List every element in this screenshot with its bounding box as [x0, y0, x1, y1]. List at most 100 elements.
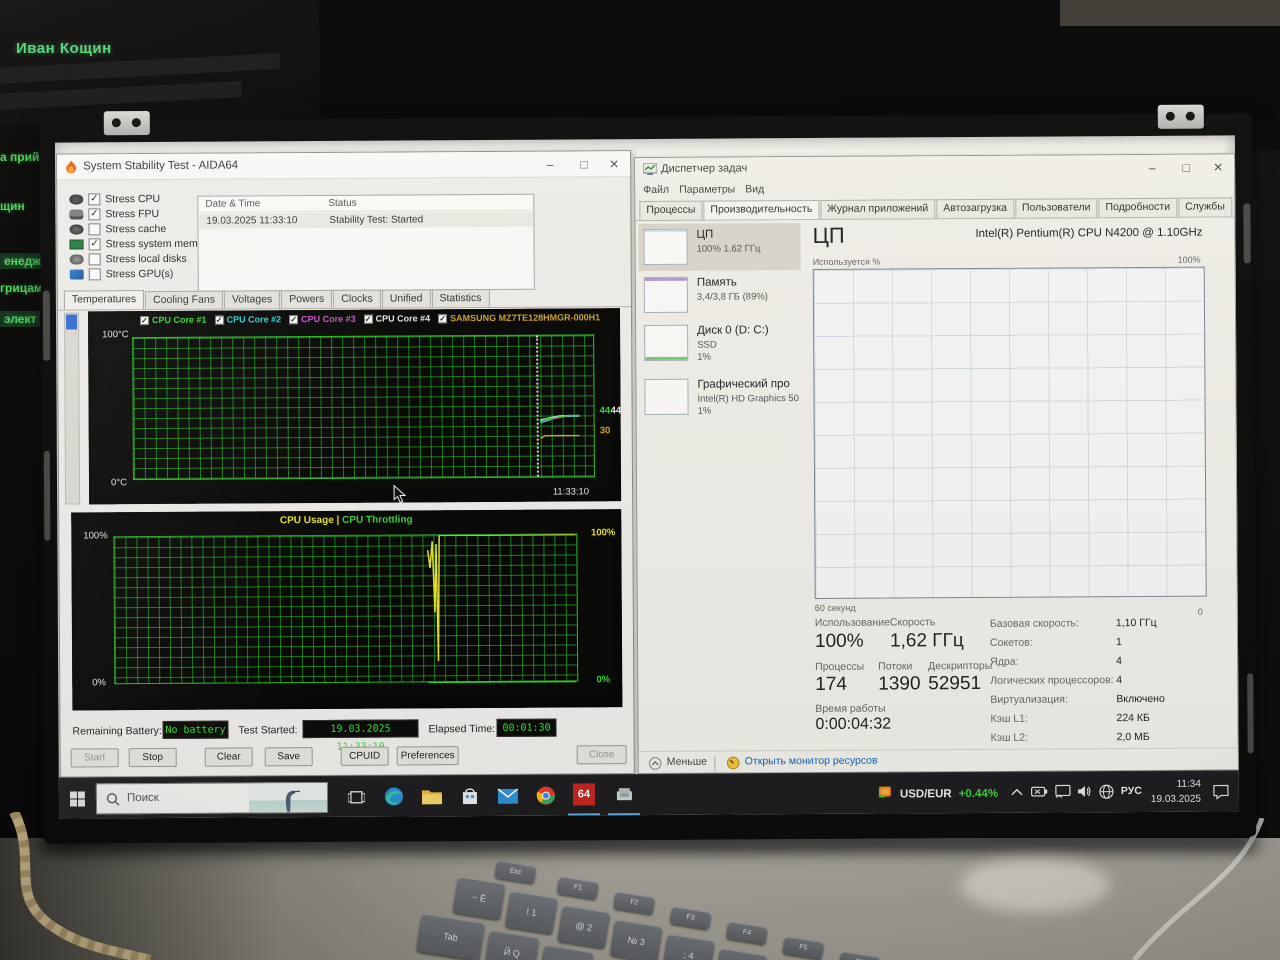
chrome-icon[interactable] — [533, 783, 559, 809]
checkbox[interactable] — [88, 222, 101, 235]
sidebar-item-cpu[interactable]: ЦП 100% 1,62 ГГц — [638, 223, 801, 272]
tab-clocks[interactable]: Clocks — [333, 289, 381, 308]
task-manager-taskbar-icon[interactable] — [611, 782, 637, 808]
checkbox[interactable] — [88, 252, 101, 265]
cast-icon[interactable] — [1055, 784, 1071, 798]
cpuid-button[interactable]: CPUID — [340, 746, 389, 766]
mail-icon[interactable] — [495, 783, 521, 809]
taskbar-clock[interactable]: 11:34 19.03.2025 — [1141, 777, 1201, 807]
sidebar-item-gpu[interactable]: Графический про Intel(R) HD Graphics 50 … — [639, 373, 801, 427]
close-button[interactable]: ✕ — [1213, 160, 1224, 175]
checkbox[interactable] — [88, 267, 101, 280]
aida64-titlebar[interactable]: System Stability Test - AIDA64 – □ ✕ — [57, 151, 631, 181]
sidebar-item-memory[interactable]: Память 3,4/3,8 ГБ (89%) — [639, 271, 801, 319]
keyboard-key: Й Q — [484, 930, 540, 960]
edge-browser-icon[interactable] — [381, 783, 407, 809]
scrollbar-thumb[interactable] — [65, 314, 78, 330]
close-button[interactable]: ✕ — [609, 157, 620, 172]
maximize-button[interactable]: □ — [580, 157, 588, 172]
sidebar-subtitle: 100% 1,62 ГГц — [696, 243, 761, 255]
stat-label: Дескрипторы — [928, 659, 993, 673]
microsoft-store-icon[interactable] — [457, 783, 483, 809]
stress-cpu-option[interactable]: ✓ Stress CPU — [69, 191, 160, 207]
log-header[interactable]: Date & Time Status — [198, 194, 534, 213]
minimize-button[interactable]: – — [1148, 160, 1156, 175]
preferences-button[interactable]: Preferences — [396, 746, 459, 766]
tab-startup[interactable]: Автозагрузка — [936, 198, 1015, 219]
tray-chevron-icon[interactable] — [1011, 788, 1023, 797]
sidebar-title: Память — [696, 276, 737, 289]
usage-plot — [113, 533, 579, 685]
currency-ticker[interactable]: USD/EUR +0.44% — [877, 773, 998, 815]
stress-gpu-option[interactable]: Stress GPU(s) — [69, 266, 174, 282]
temperature-scrollbar[interactable] — [63, 312, 81, 505]
stop-button[interactable]: Stop — [128, 747, 177, 768]
log-row[interactable]: 19.03.2025 11:33:10 Stability Test: Star… — [199, 211, 533, 229]
log-col-datetime[interactable]: Date & Time — [205, 198, 261, 210]
elapsed-value: 00:01:30 — [496, 718, 557, 737]
test-log-list[interactable]: Date & Time Status 19.03.2025 11:33:10 S… — [197, 193, 535, 292]
start-button[interactable]: Start — [70, 748, 119, 768]
tab-services[interactable]: Службы — [1178, 197, 1232, 217]
tab-voltages[interactable]: Voltages — [223, 290, 281, 309]
search-box[interactable]: Поиск — [95, 781, 329, 815]
tab-details[interactable]: Подробности — [1098, 197, 1178, 218]
legend-item[interactable]: ✓ CPU Core #4 — [363, 313, 431, 324]
speaker-icon[interactable] — [1077, 784, 1092, 798]
action-center-icon[interactable] — [1213, 784, 1229, 800]
task-view-button[interactable] — [343, 784, 369, 810]
close-button[interactable]: Close — [576, 745, 627, 765]
usage-graph-title: CPU Usage | CPU Throttling — [279, 514, 413, 527]
file-explorer-icon[interactable] — [419, 783, 445, 809]
less-details-button[interactable]: Меньше — [666, 755, 708, 768]
chevron-up-icon[interactable] — [648, 757, 662, 770]
usage-left-max: 100% — [83, 530, 108, 542]
stress-cache-option[interactable]: Stress cache — [69, 221, 166, 237]
clear-button[interactable]: Clear — [204, 747, 253, 767]
stat-row: Сокетов: 1 — [989, 636, 1122, 649]
tab-unified[interactable]: Unified — [381, 289, 431, 308]
cpu-icon — [69, 193, 84, 205]
stress-memory-option[interactable]: ✓ Stress system memory — [69, 236, 213, 252]
stat-value: 0:00:04:32 — [815, 715, 892, 733]
tab-processes[interactable]: Процессы — [639, 200, 703, 221]
maximize-button[interactable]: □ — [1182, 160, 1190, 175]
tab-statistics[interactable]: Statistics — [431, 288, 490, 308]
legend-item[interactable]: ✓ CPU Core #1 — [139, 314, 207, 326]
keyboard-key: F6 — [838, 951, 881, 960]
tab-users[interactable]: Пользователи — [1014, 198, 1098, 218]
stress-disks-option[interactable]: Stress local disks — [69, 251, 187, 267]
graph-axis-label: 60 секунд — [814, 602, 856, 613]
start-button[interactable] — [59, 778, 95, 818]
save-button[interactable]: Save — [264, 747, 313, 767]
laptop-panel-bezel: System Stability Test - AIDA64 – □ ✕ ✓ S… — [39, 104, 1257, 844]
resource-monitor-icon[interactable] — [726, 756, 740, 770]
legend-item[interactable]: ✓ CPU Core #2 — [214, 314, 282, 325]
log-col-status[interactable]: Status — [328, 197, 357, 209]
stress-fpu-option[interactable]: ✓ Stress FPU — [69, 206, 159, 222]
active-app-underline — [568, 813, 601, 817]
windows-taskbar: Поиск — [58, 770, 1240, 819]
menu-view[interactable]: Вид — [745, 183, 765, 196]
tab-cooling-fans[interactable]: Cooling Fans — [145, 290, 224, 310]
tab-temperatures[interactable]: Temperatures — [63, 290, 145, 310]
tab-performance[interactable]: Производительность — [703, 199, 820, 220]
checkbox[interactable]: ✓ — [88, 207, 101, 220]
tab-app-history[interactable]: Журнал приложений — [820, 199, 936, 219]
sidebar-item-disk[interactable]: Диск 0 (D: C:) SSD 1% — [639, 319, 801, 373]
open-resource-monitor-link[interactable]: Открыть монитор ресурсов — [744, 754, 878, 768]
language-indicator[interactable]: РУС — [1120, 784, 1142, 798]
minimize-button[interactable]: – — [546, 157, 554, 172]
checkbox[interactable]: ✓ — [88, 237, 101, 250]
network-globe-icon[interactable] — [1099, 784, 1114, 799]
tab-powers[interactable]: Powers — [281, 289, 333, 309]
battery-missing-icon[interactable] — [1031, 786, 1048, 798]
legend-item[interactable]: ✓ CPU Core #3 — [289, 313, 356, 325]
menu-options[interactable]: Параметры — [679, 183, 736, 196]
task-manager-titlebar[interactable]: Диспетчер задач – □ ✕ — [635, 154, 1235, 183]
aida64-taskbar-icon[interactable]: 64 — [572, 783, 595, 806]
checkbox[interactable]: ✓ — [88, 192, 101, 205]
menu-file[interactable]: Файл — [643, 183, 670, 197]
legend-item[interactable]: ✓ SAMSUNG MZ7TE128HMGR-000H1 — [438, 312, 601, 324]
stat-row: Ядра: 4 — [990, 655, 1123, 668]
